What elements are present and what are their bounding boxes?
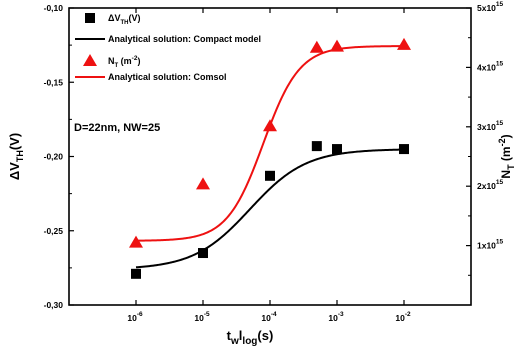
right-tick-label-1: 2x1015 [477,179,504,191]
left-axis-label: ΔVTH(V) [7,133,25,180]
plot-area [69,8,471,305]
left-tick-label-3: -0,15 [44,77,64,87]
x-tick-label-1: 10-5 [194,311,210,323]
left-tick-label-1: -0,25 [44,226,64,236]
x-axis-label: twllog(s) [227,328,274,347]
legend-label-3: Analytical solution: Comsol [108,72,227,82]
x-tick-label-3: 10-3 [328,311,344,323]
marker-square-2 [265,171,275,181]
marker-square-0 [131,269,141,279]
left-tick-label-4: -0,10 [44,3,64,13]
x-tick-label-4: 10-2 [395,311,411,323]
right-tick-label-4: 5x1015 [477,1,504,13]
right-tick-label-3: 4x1015 [477,60,504,72]
marker-square-4 [332,144,342,154]
marker-square-5 [399,144,409,154]
annotation: D=22nm, NW=25 [74,122,160,134]
marker-square-1 [198,248,208,258]
right-axis-label: NT (m-2) [497,134,516,178]
marker-square-3 [312,141,322,151]
left-tick-label-2: -0,20 [44,152,64,162]
x-tick-label-2: 10-4 [261,311,277,323]
right-tick-label-0: 1x1015 [477,239,504,251]
left-tick-label-0: -0,30 [44,300,64,310]
x-tick-label-0: 10-6 [127,311,143,323]
legend-symbol-0 [85,13,95,23]
legend-label-1: Analytical solution: Compact model [108,34,261,44]
right-tick-label-2: 3x1015 [477,120,504,132]
